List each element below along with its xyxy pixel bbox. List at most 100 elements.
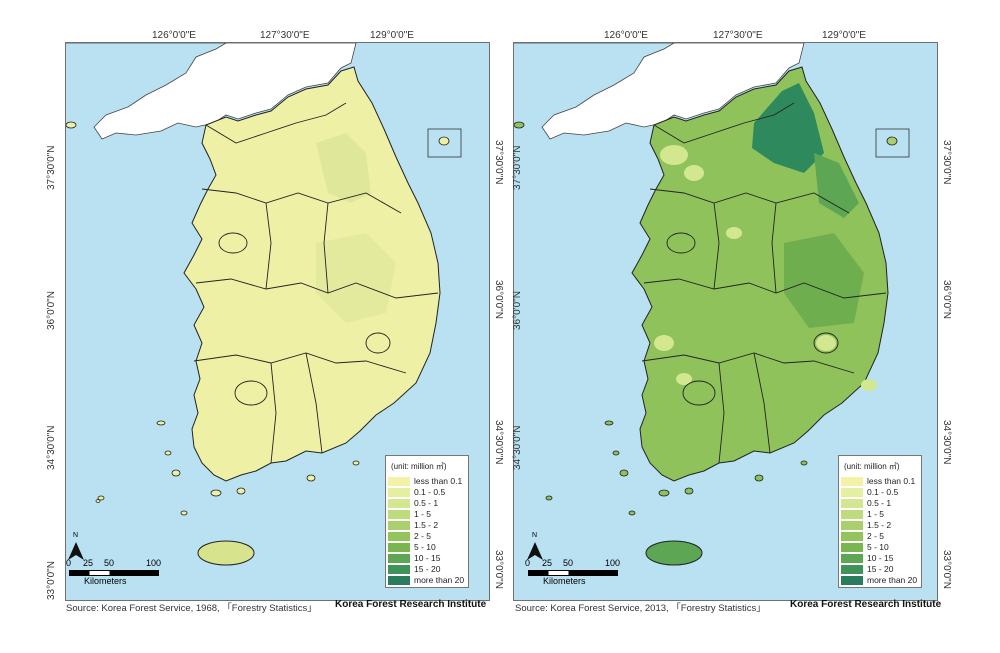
legend-item: more than 20	[841, 575, 917, 585]
latitude-label: 33°0'0"N	[941, 550, 952, 589]
scale-tick-50: 50	[104, 558, 115, 568]
legend-label: 0.5 - 1	[867, 498, 892, 508]
latitude-label: 37°30'0"N	[493, 140, 504, 185]
legend-label: 1 - 5	[414, 509, 432, 519]
region-gangwon-high	[752, 83, 824, 173]
legend-swatch	[841, 487, 863, 497]
legend-item: 15 - 20	[388, 564, 440, 574]
legend-swatch	[841, 498, 863, 508]
legend-label: 15 - 20	[414, 564, 441, 574]
scale-tick-100: 100	[605, 558, 621, 568]
jeju-island	[645, 540, 703, 566]
source-text: Source: Korea Forest Service, 1968, 「For…	[66, 603, 317, 614]
latitude-label: 36°0'0"N	[941, 280, 952, 319]
legend-item: 5 - 10	[841, 542, 889, 552]
legend-swatch	[841, 575, 863, 585]
institute-label: Korea Forest Research Institute	[790, 599, 942, 610]
coastal-islands	[514, 121, 808, 516]
scale-bar-2013: 0 25 50 100 Kilometers	[525, 558, 625, 588]
scale-unit: Kilometers	[84, 576, 127, 586]
legend-swatch	[841, 564, 863, 574]
latitude-label: 36°0'0"N	[493, 280, 504, 319]
legend-label: 1 - 5	[867, 509, 885, 519]
latitude-label: 37°30'0"N	[46, 145, 57, 191]
legend-swatch	[388, 542, 410, 552]
legend-label: more than 20	[414, 575, 465, 585]
legend-item: 2 - 5	[388, 531, 431, 541]
longitude-label: 126°0'0"E	[152, 30, 196, 41]
ulleungdo-island	[886, 136, 898, 146]
legend-item: 0.5 - 1	[388, 498, 438, 508]
north-land	[514, 43, 805, 140]
legend-swatch	[388, 476, 410, 486]
legend-label: 10 - 15	[867, 553, 894, 563]
longitude-label: 129°0'0"E	[370, 30, 414, 41]
legend-label: 2 - 5	[414, 531, 432, 541]
legend-label: 1.5 - 2	[867, 520, 892, 530]
legend-item: less than 0.1	[841, 476, 915, 486]
latitude-label: 37°30'0"N	[941, 140, 952, 185]
latitude-label: 34°30'0"N	[512, 425, 523, 471]
institute-label: Korea Forest Research Institute	[335, 599, 487, 610]
legend-label: 10 - 15	[414, 553, 441, 563]
legend-swatch	[388, 498, 410, 508]
latitude-label: 33°0'0"N	[493, 550, 504, 589]
legend-item: 2 - 5	[841, 531, 884, 541]
legend-label: 2 - 5	[867, 531, 885, 541]
legend-2013: (unit: million ㎥) less than 0.1 0.1 - 0.5…	[838, 455, 922, 588]
north-label: N	[73, 532, 79, 539]
region-gyeongbuk	[316, 233, 396, 323]
legend-swatch	[388, 553, 410, 563]
longitude-label: 129°0'0"E	[822, 30, 866, 41]
province-boundaries	[641, 102, 887, 464]
legend-swatch	[388, 520, 410, 530]
region-gyeongbuk-mid	[784, 233, 864, 328]
scale-tick-25: 25	[83, 558, 94, 568]
scale-tick-0: 0	[66, 558, 72, 568]
coastal-islands	[66, 121, 360, 516]
legend-swatch	[841, 520, 863, 530]
legend-label: 0.1 - 0.5	[414, 487, 446, 497]
legend-label: 15 - 20	[867, 564, 894, 574]
south-korea-land	[183, 66, 441, 482]
legend-item: less than 0.1	[388, 476, 462, 486]
province-boundaries	[193, 102, 439, 464]
scale-tick-0: 0	[525, 558, 531, 568]
legend-label: 1.5 - 2	[414, 520, 439, 530]
region-gangwon	[316, 133, 371, 203]
legend-swatch	[841, 542, 863, 552]
legend-item: 0.5 - 1	[841, 498, 891, 508]
legend-label: less than 0.1	[867, 476, 916, 486]
legend-swatch	[841, 509, 863, 519]
north-land	[66, 43, 357, 140]
legend-swatch	[388, 509, 410, 519]
ulleungdo-inset	[875, 128, 910, 158]
map-1968	[66, 43, 462, 566]
legend-label: more than 20	[867, 575, 918, 585]
latitude-label: 37°30'0"N	[512, 145, 523, 191]
scale-tick-50: 50	[563, 558, 574, 568]
north-arrow	[68, 542, 84, 560]
legend-item: 0.1 - 0.5	[388, 487, 445, 497]
scale-bar-1968: 0 25 50 100 Kilometers	[66, 558, 166, 588]
latitude-label: 34°30'0"N	[941, 420, 952, 465]
ulleungdo-island	[438, 136, 450, 146]
legend-item: 0.1 - 0.5	[841, 487, 898, 497]
scale-unit: Kilometers	[543, 576, 586, 586]
jeju-island	[197, 540, 255, 566]
legend-swatch	[841, 476, 863, 486]
ulleungdo-inset	[427, 128, 462, 158]
legend-item: 10 - 15	[841, 553, 893, 563]
longitude-label: 126°0'0"E	[604, 30, 648, 41]
legend-swatch	[841, 531, 863, 541]
legend-item: 5 - 10	[388, 542, 436, 552]
north-label: N	[532, 532, 538, 539]
legend-item: more than 20	[388, 575, 464, 585]
legend-item: 1 - 5	[841, 509, 884, 519]
scale-tick-100: 100	[146, 558, 162, 568]
scale-tick-25: 25	[542, 558, 553, 568]
legend-item: 15 - 20	[841, 564, 893, 574]
legend-label: 5 - 10	[867, 542, 889, 552]
legend-label: 0.5 - 1	[414, 498, 439, 508]
map-2013	[514, 43, 910, 566]
